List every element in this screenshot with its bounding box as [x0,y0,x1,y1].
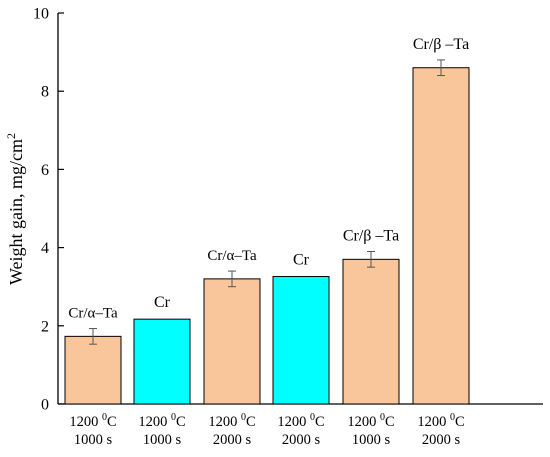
plot-area: 0 2 4 6 8 10 Cr/α–Ta 1200 0C 1000 s Cr 1200 0C 1000… [33,6,543,448]
x-category-label: 1200 0C [208,412,255,430]
x-category-sublabel: 2000 s [282,432,321,448]
x-category-label: 1200 0C [69,412,116,430]
x-category-sublabel: 2000 s [422,432,461,448]
bar [203,278,261,405]
x-category-label: 1200 0C [347,412,394,430]
bar-data-label: Cr/β –Ta [413,36,469,53]
bar [272,276,330,405]
y-tick-label: 8 [41,84,49,101]
x-category-label: 1200 0C [417,412,464,430]
bar [133,318,191,405]
bar-data-label: Cr [293,252,310,269]
bar-data-label: Cr [154,294,171,311]
x-category-sublabel: 1000 s [352,432,391,448]
bar [412,67,470,405]
bar [64,335,122,405]
bar [342,258,400,405]
bar-data-label: Cr/β –Ta [343,228,399,245]
y-tick-label: 4 [41,240,49,257]
x-category-sublabel: 2000 s [213,432,252,448]
y-axis-label-superscript: 2 [4,133,18,139]
bar-data-label: Cr/α–Ta [68,306,118,322]
bar-data-label: Cr/α–Ta [207,248,257,264]
x-category-label: 1200 0C [138,412,185,430]
y-tick-label: 10 [33,6,49,23]
x-category-sublabel: 1000 s [143,432,182,448]
y-tick-label: 6 [41,162,49,179]
x-category-label: 1200 0C [277,412,324,430]
y-axis-label-text: Weight gain, mg/cm [6,139,26,285]
y-tick-label: 0 [41,397,49,414]
y-axis-label: Weight gain, mg/cm2 [4,133,26,285]
x-category-sublabel: 1000 s [74,432,113,448]
y-tick-label: 2 [41,318,49,335]
